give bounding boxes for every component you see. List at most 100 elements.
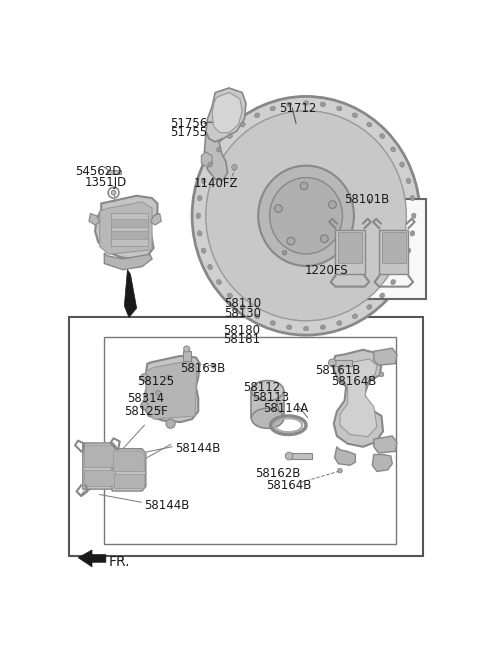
Circle shape [211, 363, 216, 368]
Bar [104, 337, 396, 544]
Polygon shape [146, 361, 197, 419]
Ellipse shape [206, 111, 407, 321]
Polygon shape [374, 436, 397, 453]
Bar [69, 318, 423, 556]
Ellipse shape [400, 162, 405, 167]
Polygon shape [100, 202, 152, 255]
Bar [183, 352, 191, 361]
Bar [252, 390, 284, 419]
Bar [320, 199, 426, 299]
Ellipse shape [336, 106, 342, 111]
Polygon shape [84, 445, 115, 468]
Ellipse shape [367, 304, 372, 310]
Circle shape [337, 468, 342, 473]
Bar [111, 231, 148, 239]
Ellipse shape [367, 122, 372, 127]
Ellipse shape [391, 279, 396, 285]
Polygon shape [84, 470, 115, 486]
Ellipse shape [254, 314, 260, 319]
Polygon shape [95, 195, 157, 260]
Ellipse shape [254, 113, 260, 117]
Polygon shape [332, 350, 383, 447]
Ellipse shape [240, 122, 245, 127]
Bar [331, 359, 352, 366]
Polygon shape [114, 451, 144, 472]
Polygon shape [89, 213, 100, 225]
Ellipse shape [240, 304, 245, 310]
Text: FR.: FR. [109, 554, 131, 569]
Ellipse shape [192, 96, 420, 335]
Text: 54562D: 54562D [75, 165, 121, 178]
Bar [111, 213, 148, 246]
Polygon shape [204, 133, 228, 180]
Text: 58130: 58130 [225, 306, 262, 319]
Text: 58113: 58113 [252, 392, 289, 404]
Circle shape [287, 237, 295, 245]
Bar [291, 453, 312, 459]
Polygon shape [151, 213, 161, 225]
Polygon shape [337, 232, 362, 263]
Polygon shape [83, 443, 117, 489]
Bar [108, 170, 121, 174]
Ellipse shape [320, 102, 325, 107]
Bar [111, 219, 148, 226]
Ellipse shape [208, 162, 213, 167]
Ellipse shape [228, 134, 232, 138]
Text: 58144B: 58144B [175, 442, 220, 455]
Text: 1220FS: 1220FS [304, 264, 348, 277]
Text: 58162B: 58162B [255, 467, 300, 480]
Polygon shape [340, 359, 377, 437]
Circle shape [141, 374, 148, 381]
Polygon shape [379, 230, 408, 274]
Ellipse shape [201, 248, 206, 253]
Ellipse shape [380, 293, 384, 298]
Ellipse shape [216, 279, 221, 285]
Ellipse shape [410, 195, 415, 201]
Polygon shape [336, 230, 365, 274]
Ellipse shape [286, 194, 326, 237]
Ellipse shape [410, 231, 415, 236]
Ellipse shape [201, 178, 206, 184]
Ellipse shape [196, 213, 201, 218]
Ellipse shape [270, 178, 343, 254]
Circle shape [275, 205, 282, 213]
Circle shape [141, 402, 148, 410]
Polygon shape [382, 232, 406, 263]
Ellipse shape [208, 264, 213, 270]
Circle shape [157, 406, 162, 411]
Polygon shape [212, 92, 242, 133]
Text: 58161B: 58161B [315, 363, 360, 377]
Circle shape [232, 165, 237, 170]
Ellipse shape [216, 147, 221, 152]
Ellipse shape [252, 380, 284, 401]
Ellipse shape [197, 195, 202, 201]
Text: 58125: 58125 [137, 375, 174, 388]
Text: 58110: 58110 [225, 297, 262, 310]
Polygon shape [201, 152, 212, 167]
Polygon shape [124, 270, 137, 318]
Polygon shape [104, 253, 152, 270]
Circle shape [282, 251, 287, 255]
Ellipse shape [352, 314, 358, 319]
Text: 51755: 51755 [170, 127, 208, 140]
Circle shape [300, 182, 308, 190]
Ellipse shape [406, 178, 411, 184]
Text: 1140FZ: 1140FZ [193, 177, 238, 190]
Ellipse shape [270, 321, 276, 325]
Ellipse shape [252, 408, 284, 428]
Ellipse shape [352, 113, 358, 117]
Text: 58125F: 58125F [124, 405, 168, 419]
Text: 58180: 58180 [223, 323, 260, 337]
Polygon shape [112, 449, 146, 491]
Ellipse shape [197, 231, 202, 236]
Text: 58144B: 58144B [144, 499, 190, 512]
Polygon shape [335, 447, 355, 465]
Circle shape [167, 375, 171, 380]
Text: 58112: 58112 [243, 380, 280, 394]
Polygon shape [144, 356, 200, 422]
Text: 51756: 51756 [170, 117, 208, 131]
Polygon shape [206, 88, 246, 142]
Polygon shape [114, 474, 144, 488]
Ellipse shape [391, 147, 396, 152]
Ellipse shape [258, 166, 354, 266]
